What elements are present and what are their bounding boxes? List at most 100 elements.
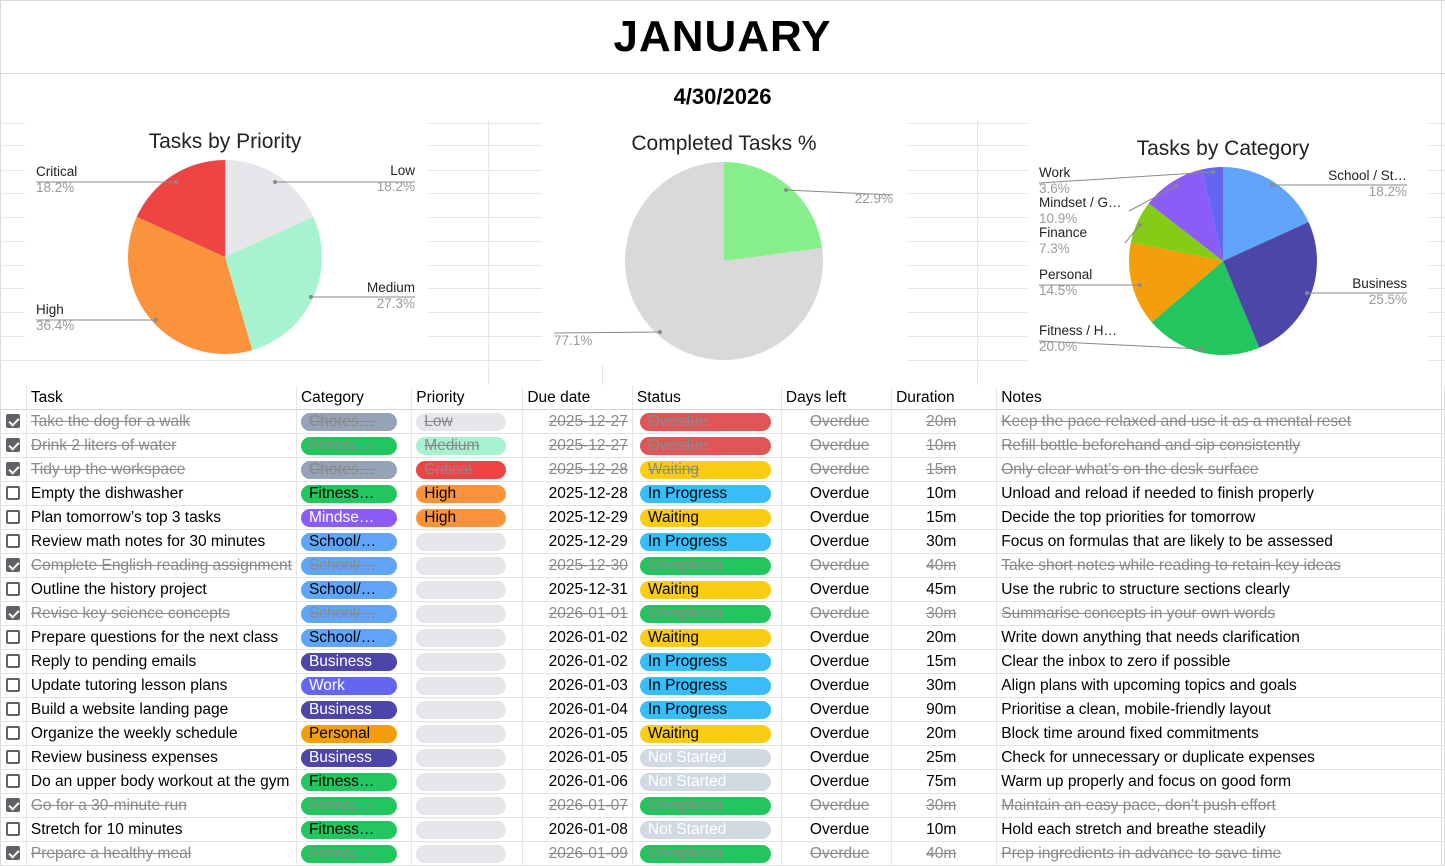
duration[interactable]: 40m	[891, 553, 998, 578]
notes[interactable]: Clear the inbox to zero if possible	[996, 649, 1445, 674]
status-chip[interactable]: Not Started	[639, 748, 771, 767]
category-cell[interactable]: School/…	[296, 601, 413, 626]
header-status[interactable]: Status	[632, 386, 782, 410]
done-checkbox[interactable]	[5, 678, 20, 693]
category-chip[interactable]: Work	[300, 676, 397, 695]
task-name[interactable]: Complete English reading assignment	[26, 553, 297, 578]
category-cell[interactable]: Chores…	[296, 457, 413, 482]
due-date[interactable]: 2026-01-09	[522, 841, 633, 866]
category-cell[interactable]: Work	[296, 673, 413, 698]
notes[interactable]: Prioritise a clean, mobile-friendly layo…	[996, 697, 1445, 722]
priority-cell[interactable]	[411, 673, 524, 698]
due-date[interactable]: 2026-01-02	[522, 625, 633, 650]
priority-chip[interactable]: Critical	[416, 460, 507, 479]
priority-cell[interactable]	[411, 577, 524, 602]
priority-chip[interactable]	[416, 724, 507, 743]
status-chip[interactable]: In Progress	[639, 700, 771, 719]
notes[interactable]: Maintain an easy pace, don’t push effort	[996, 793, 1445, 818]
header-duration[interactable]: Duration	[891, 386, 998, 410]
done-checkbox-cell[interactable]	[0, 793, 27, 818]
notes[interactable]: Prep ingredients in advance to save time	[996, 841, 1445, 866]
status-chip[interactable]: Completed	[639, 796, 771, 815]
duration[interactable]: 20m	[891, 409, 998, 434]
priority-cell[interactable]: Low	[411, 409, 524, 434]
due-date[interactable]: 2025-12-31	[522, 577, 633, 602]
duration[interactable]: 30m	[891, 673, 998, 698]
priority-chip[interactable]: Medium	[416, 436, 507, 455]
status-cell[interactable]: Waiting	[632, 577, 782, 602]
notes[interactable]: Refill bottle beforehand and sip consist…	[996, 433, 1445, 458]
priority-chip[interactable]: Low	[416, 412, 507, 431]
due-date[interactable]: 2025-12-30	[522, 553, 633, 578]
notes[interactable]: Only clear what’s on the desk surface	[996, 457, 1445, 482]
pie-slice[interactable]	[1129, 242, 1223, 323]
done-checkbox-cell[interactable]	[0, 505, 27, 530]
pie-slice[interactable]	[1201, 167, 1223, 261]
pie-slice[interactable]	[128, 216, 253, 354]
category-chip[interactable]: Fitness…	[300, 484, 397, 503]
done-checkbox[interactable]	[5, 630, 20, 645]
status-cell[interactable]: Waiting	[632, 457, 782, 482]
status-chip[interactable]: Completed	[639, 844, 771, 863]
duration[interactable]: 75m	[891, 769, 998, 794]
pie-slice[interactable]	[136, 160, 225, 257]
pie-slice[interactable]	[1130, 203, 1223, 261]
duration[interactable]: 10m	[891, 481, 998, 506]
priority-chip[interactable]	[416, 796, 507, 815]
task-name[interactable]: Take the dog for a walk	[26, 409, 297, 434]
status-chip[interactable]: Completed	[639, 604, 771, 623]
priority-cell[interactable]	[411, 625, 524, 650]
pie-slice[interactable]	[1151, 261, 1260, 355]
done-checkbox[interactable]	[5, 750, 20, 765]
priority-chip[interactable]	[416, 700, 507, 719]
priority-cell[interactable]	[411, 601, 524, 626]
category-chip[interactable]: School/…	[300, 604, 397, 623]
due-date[interactable]: 2026-01-03	[522, 673, 633, 698]
category-cell[interactable]: Fitness…	[296, 769, 413, 794]
duration[interactable]: 45m	[891, 577, 998, 602]
duration[interactable]: 15m	[891, 457, 998, 482]
task-name[interactable]: Outline the history project	[26, 577, 297, 602]
pie-slice[interactable]	[1148, 169, 1223, 261]
duration[interactable]: 20m	[891, 625, 998, 650]
done-checkbox-cell[interactable]	[0, 721, 27, 746]
due-date[interactable]: 2026-01-01	[522, 601, 633, 626]
task-name[interactable]: Drink 2 liters of water	[26, 433, 297, 458]
priority-cell[interactable]	[411, 649, 524, 674]
due-date[interactable]: 2026-01-05	[522, 745, 633, 770]
category-cell[interactable]: Personal	[296, 721, 413, 746]
notes[interactable]: Block time around fixed commitments	[996, 721, 1445, 746]
status-chip[interactable]: In Progress	[639, 484, 771, 503]
due-date[interactable]: 2026-01-08	[522, 817, 633, 842]
duration[interactable]: 90m	[891, 697, 998, 722]
pie-slice[interactable]	[1223, 222, 1317, 348]
category-chip[interactable]: Personal	[300, 724, 397, 743]
status-chip[interactable]: Overdue	[639, 436, 771, 455]
priority-chip[interactable]	[416, 844, 507, 863]
status-cell[interactable]: Waiting	[632, 721, 782, 746]
pie-slice[interactable]	[225, 216, 323, 351]
category-chip[interactable]: Business	[300, 652, 397, 671]
task-name[interactable]: Prepare a healthy meal	[26, 841, 297, 866]
priority-chip[interactable]	[416, 628, 507, 647]
category-chip[interactable]: School/…	[300, 556, 397, 575]
done-checkbox[interactable]	[5, 534, 20, 549]
task-name[interactable]: Plan tomorrow’s top 3 tasks	[26, 505, 297, 530]
category-chip[interactable]: Fitness…	[300, 844, 397, 863]
done-checkbox-cell[interactable]	[0, 841, 27, 866]
status-cell[interactable]: Completed	[632, 841, 782, 866]
priority-cell[interactable]: Critical	[411, 457, 524, 482]
notes[interactable]: Keep the pace relaxed and use it as a me…	[996, 409, 1445, 434]
notes[interactable]: Decide the top priorities for tomorrow	[996, 505, 1445, 530]
done-checkbox-cell[interactable]	[0, 697, 27, 722]
done-checkbox-cell[interactable]	[0, 601, 27, 626]
notes[interactable]: Take short notes while reading to retain…	[996, 553, 1445, 578]
done-checkbox-cell[interactable]	[0, 745, 27, 770]
priority-chip[interactable]	[416, 748, 507, 767]
status-chip[interactable]: Waiting	[639, 580, 771, 599]
category-chip[interactable]: Fitness…	[300, 796, 397, 815]
done-checkbox-cell[interactable]	[0, 457, 27, 482]
category-chip[interactable]: Mindse…	[300, 508, 397, 527]
task-name[interactable]: Revise key science concepts	[26, 601, 297, 626]
category-chip[interactable]: Fitness…	[300, 436, 397, 455]
